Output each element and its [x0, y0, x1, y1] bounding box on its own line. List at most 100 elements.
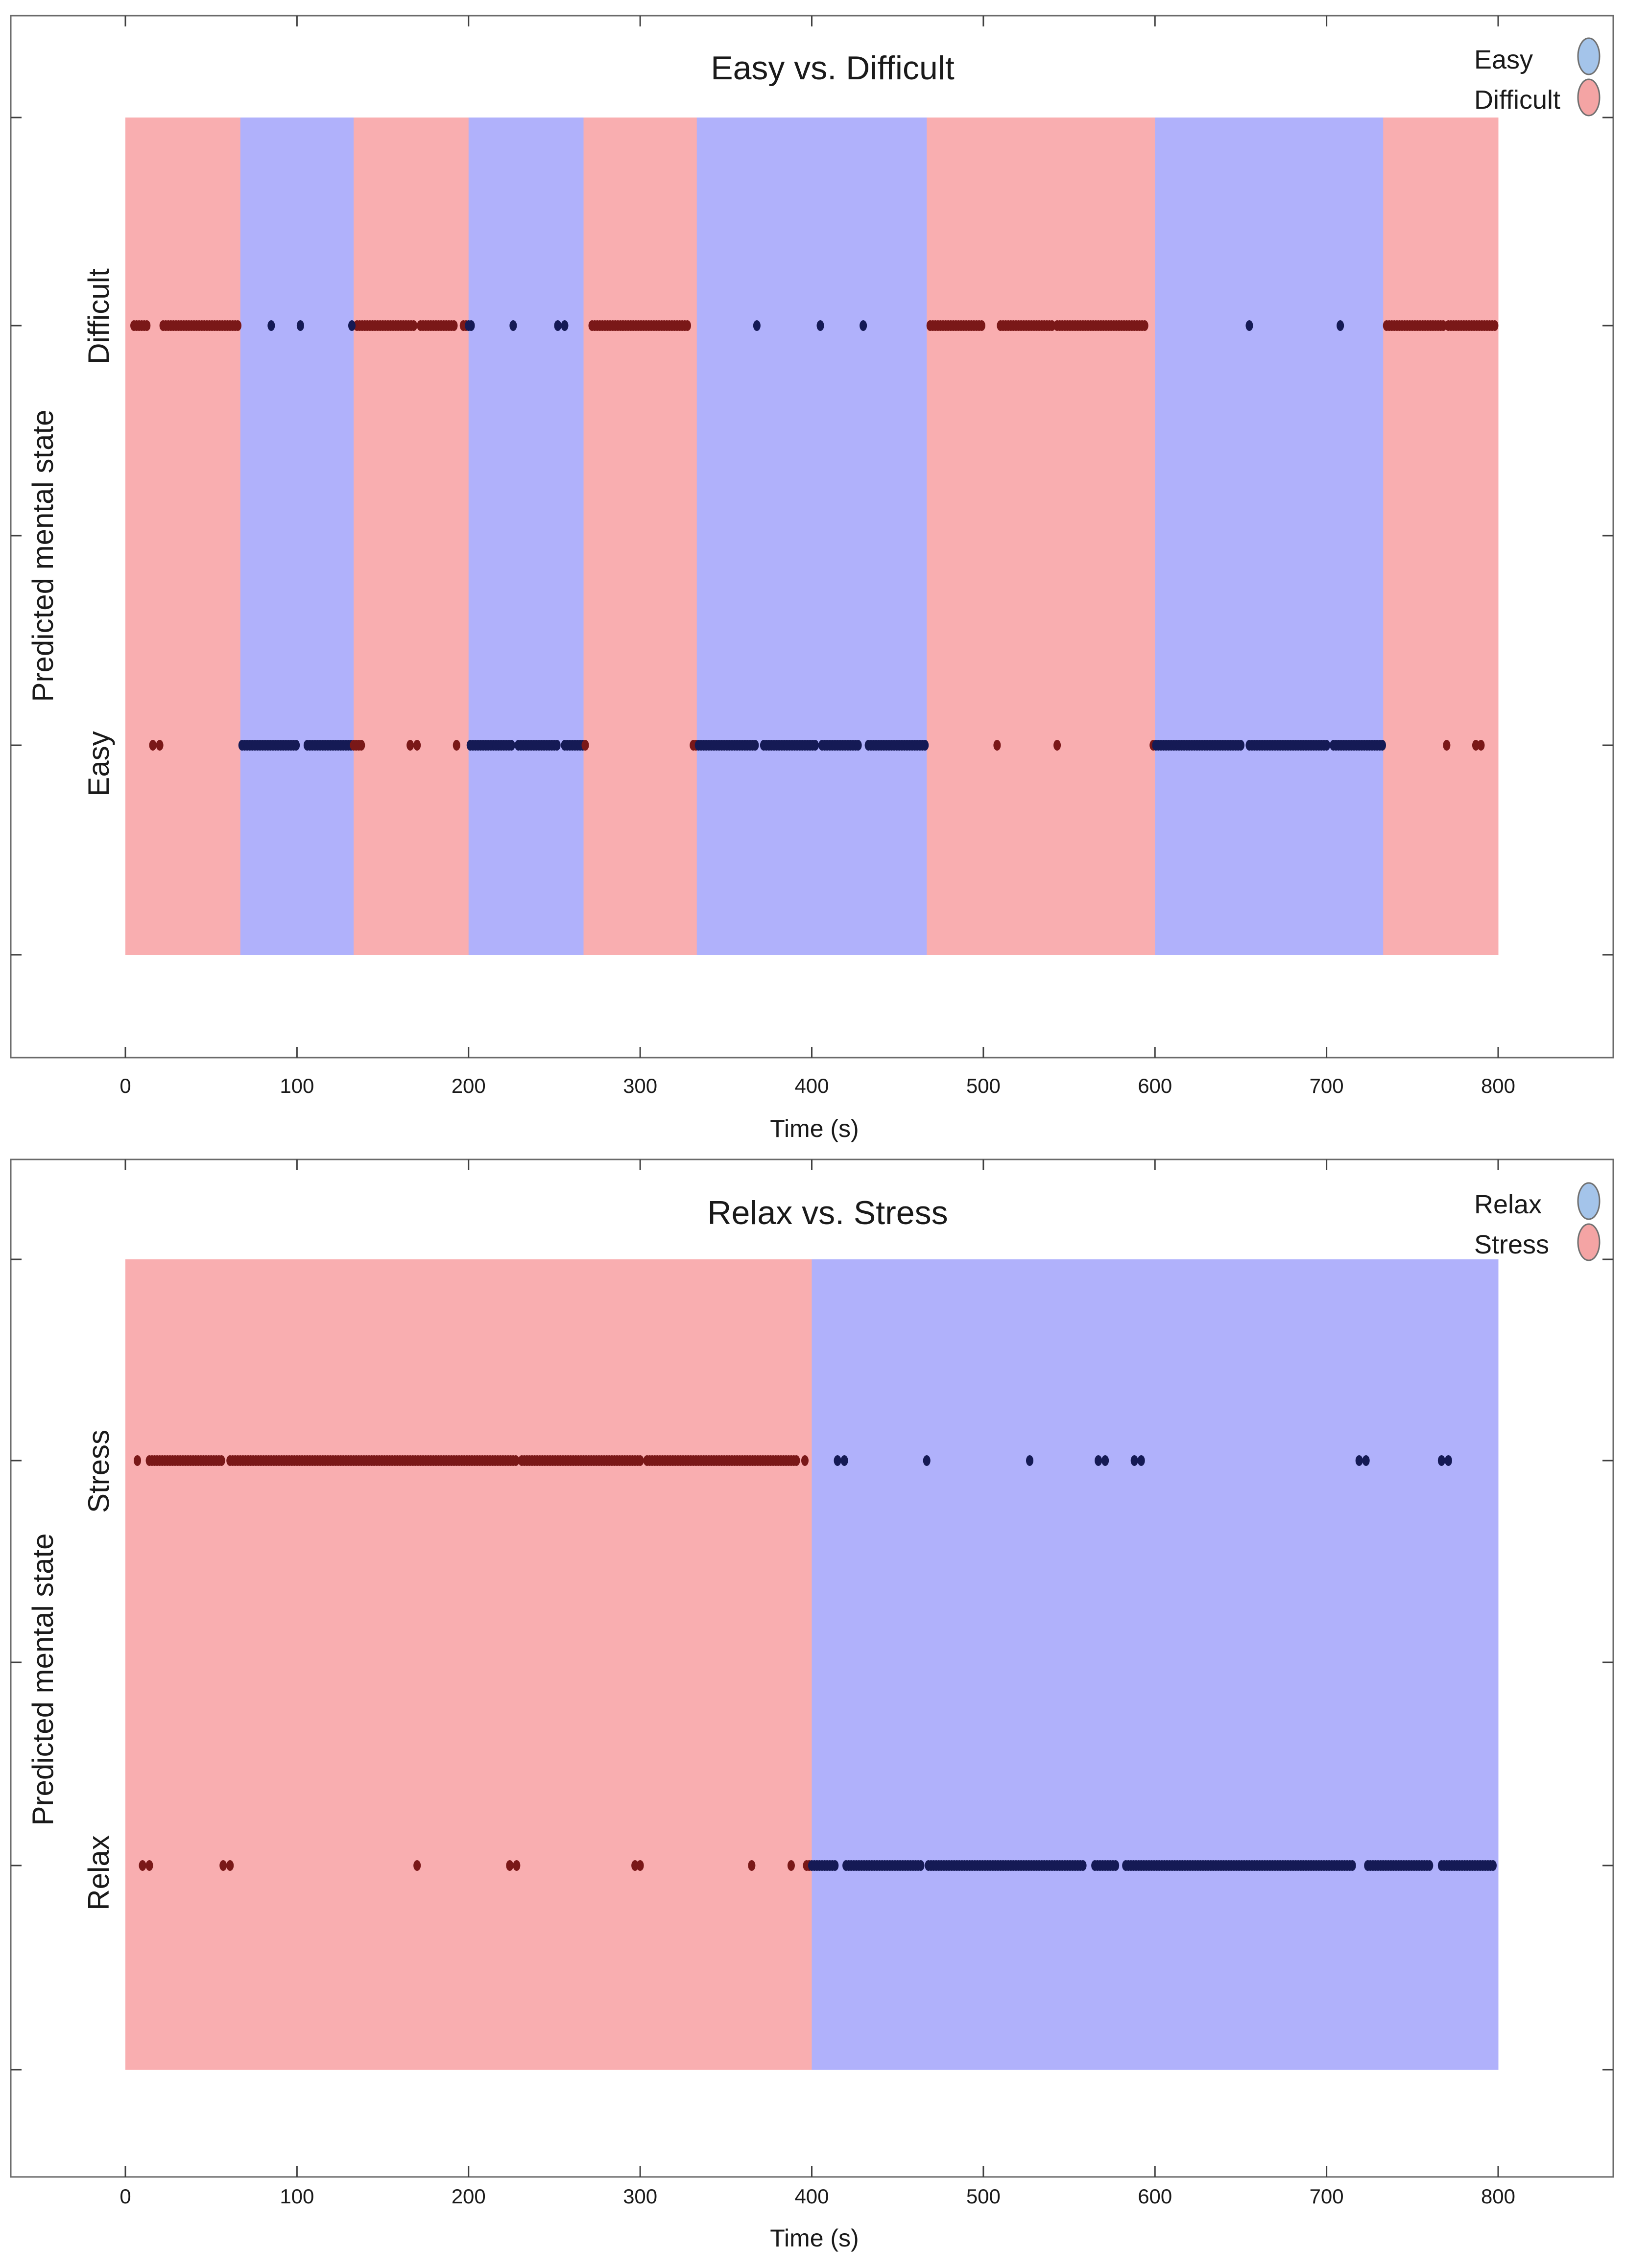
dot-difficult-234: [267, 320, 275, 331]
dot-easy-131: [812, 740, 819, 751]
dot-easy-76: [553, 740, 561, 751]
x-axis-label: Time (s): [770, 1115, 859, 1142]
x-tick-label-700: 700: [1310, 1074, 1344, 1097]
legend-label-easy: Easy: [1474, 45, 1533, 74]
dot-easy-204: [1237, 740, 1244, 751]
dot-relax-11: [831, 1860, 839, 1871]
dot-difficult-235: [296, 320, 304, 331]
dot-stress-258: [1362, 1455, 1370, 1466]
dot-easy-60: [507, 740, 515, 751]
dot-easy-110: [751, 740, 759, 751]
x-tick-label-700: 700: [1310, 2185, 1344, 2208]
dot-stress-140: [512, 1455, 520, 1466]
x-tick-label-300: 300: [623, 1074, 657, 1097]
band-easy-5: [696, 118, 927, 955]
dot-stress-247: [134, 1455, 142, 1466]
dot-easy-43: [358, 740, 365, 751]
band-difficult-8: [1383, 118, 1499, 955]
dot-relax-252: [506, 1860, 514, 1871]
x-tick-label-0: 0: [119, 1074, 131, 1097]
dot-relax-250: [226, 1860, 234, 1871]
dot-relax-247: [139, 1860, 146, 1871]
legend-label-stress: Stress: [1474, 1230, 1549, 1259]
dot-relax-111: [1112, 1860, 1120, 1871]
dot-easy-257: [156, 740, 164, 751]
dot-stress-254: [1101, 1455, 1109, 1466]
y-axis-label: Predicted mental state: [26, 410, 59, 702]
dot-relax-256: [748, 1860, 756, 1871]
band-easy-3: [468, 118, 584, 955]
prediction-dots: [134, 1455, 1497, 1871]
ground-truth-bands: [125, 118, 1499, 955]
dot-easy-261: [993, 740, 1001, 751]
dot-difficult-236: [348, 320, 356, 331]
band-difficult-0: [125, 118, 241, 955]
dot-relax-246: [1489, 1860, 1497, 1871]
dot-stress-249: [834, 1455, 841, 1466]
y-tick-label-relax: Relax: [82, 1835, 115, 1910]
dot-difficult-135: [978, 320, 985, 331]
dot-relax-253: [513, 1860, 521, 1871]
dot-difficult-35: [234, 320, 241, 331]
dot-difficult-156: [1048, 320, 1056, 331]
dot-stress-252: [1026, 1455, 1033, 1466]
x-tick-label-100: 100: [280, 1074, 314, 1097]
dot-difficult-241: [816, 320, 824, 331]
dot-relax-102: [1079, 1860, 1087, 1871]
dot-relax-257: [787, 1860, 795, 1871]
x-tick-label-800: 800: [1481, 2185, 1515, 2208]
dot-easy-85: [581, 740, 589, 751]
legend-marker-difficult: [1577, 78, 1601, 117]
legend-marker-relax: [1577, 1182, 1601, 1220]
dot-stress-255: [1130, 1455, 1138, 1466]
legend-marker-easy: [1577, 37, 1601, 75]
x-tick-label-600: 600: [1138, 1074, 1172, 1097]
dot-easy-235: [1323, 740, 1331, 751]
x-tick-label-300: 300: [623, 2185, 657, 2208]
chart-title: Relax vs. Stress: [707, 1194, 948, 1231]
x-tick-label-0: 0: [119, 2185, 131, 2208]
dot-difficult-233: [1491, 320, 1499, 331]
chart-relax-vs-stress: 0 100 200 300 400 500 600 700 800 Relax vs. Stre…: [10, 1158, 1614, 2252]
dot-difficult-191: [1141, 320, 1148, 331]
dot-difficult-5: [143, 320, 151, 331]
ground-truth-bands: [125, 1259, 1499, 2070]
dot-stress-259: [1437, 1455, 1445, 1466]
dot-difficult-237: [509, 320, 517, 331]
x-tick-label-200: 200: [452, 1074, 486, 1097]
dot-stress-187: [636, 1455, 644, 1466]
prediction-dots: [130, 320, 1499, 751]
band-easy-7: [1155, 118, 1384, 955]
dot-difficult-214: [1439, 320, 1447, 331]
dot-stress-248: [801, 1455, 809, 1466]
dot-difficult-240: [753, 320, 761, 331]
band-difficult-4: [583, 118, 697, 955]
dot-difficult-238: [554, 320, 562, 331]
dot-easy-264: [1472, 740, 1480, 751]
dot-stress-246: [792, 1455, 800, 1466]
dot-easy-255: [1378, 740, 1386, 751]
dot-relax-254: [631, 1860, 639, 1871]
dot-stress-28: [217, 1455, 225, 1466]
dot-easy-256: [149, 740, 157, 751]
dot-easy-265: [1477, 740, 1485, 751]
dot-difficult-58: [410, 320, 418, 331]
dot-relax-225: [1426, 1860, 1434, 1871]
dot-stress-253: [1095, 1455, 1102, 1466]
legend-marker-stress: [1577, 1223, 1601, 1261]
dot-relax-251: [413, 1860, 421, 1871]
dot-easy-146: [854, 740, 862, 751]
x-tick-label-600: 600: [1138, 2185, 1172, 2208]
x-tick-label-800: 800: [1481, 1074, 1515, 1097]
legend-label-relax: Relax: [1474, 1190, 1542, 1219]
dot-difficult-243: [1245, 320, 1253, 331]
chart-easy-vs-difficult: 0 100 200 300 400 500 600 700 800 Easy vs. Diffi…: [10, 15, 1614, 1142]
dot-easy-262: [1053, 740, 1061, 751]
dot-stress-257: [1355, 1455, 1363, 1466]
legend: Relax Stress: [1474, 1182, 1601, 1261]
dot-stress-251: [923, 1455, 931, 1466]
y-tick-label-stress: Stress: [82, 1430, 115, 1513]
chart-title: Easy vs. Difficult: [711, 49, 955, 87]
dot-difficult-76: [467, 320, 475, 331]
